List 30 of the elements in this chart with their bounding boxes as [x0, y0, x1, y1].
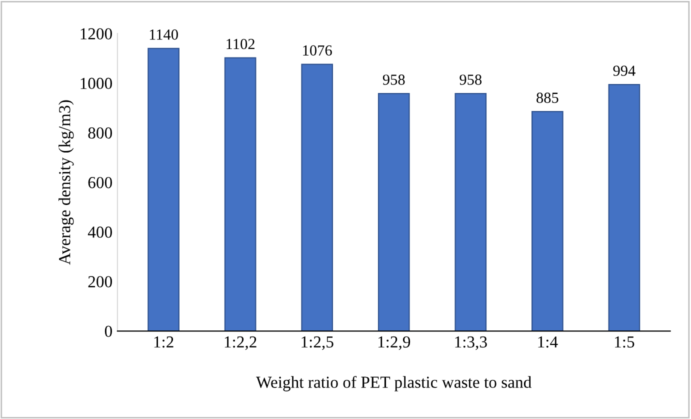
- x-tick-label: 1:5: [615, 336, 634, 348]
- bar: [454, 92, 487, 332]
- data-label: 1102: [226, 38, 254, 50]
- bar: [378, 92, 410, 332]
- x-tick-label: 1:3,3: [455, 336, 487, 350]
- data-label: 1076: [303, 45, 332, 56]
- x-tick-label: 1:2: [154, 336, 174, 348]
- x-tick-label: 1:2,9: [378, 336, 410, 350]
- data-label: 1140: [150, 29, 178, 40]
- bar: [301, 64, 334, 332]
- x-axis-title: Weight ratio of PET plastic waste to sand: [256, 376, 532, 392]
- x-tick-label: 1:2,5: [302, 336, 334, 350]
- y-axis-title: Average density (kg/m3): [58, 100, 74, 265]
- x-tick-label: 1:2,2: [224, 336, 256, 350]
- y-tick-label: 0: [104, 326, 112, 337]
- y-tick-label: 1000: [80, 78, 112, 90]
- data-label: 994: [613, 66, 636, 76]
- bar: [532, 111, 564, 332]
- bar: [148, 48, 180, 332]
- bar: [608, 84, 640, 332]
- y-tick-label: 400: [88, 226, 112, 238]
- y-tick-label: 600: [88, 176, 112, 188]
- bar: [224, 57, 256, 332]
- y-tick-label: 200: [88, 276, 112, 288]
- y-tick-label: 1200: [80, 28, 112, 40]
- x-tick-label: 1:4: [538, 336, 558, 348]
- data-label: 958: [382, 74, 405, 85]
- data-label: 885: [536, 92, 558, 103]
- y-tick-label: 800: [88, 127, 112, 139]
- data-label: 958: [460, 74, 482, 85]
